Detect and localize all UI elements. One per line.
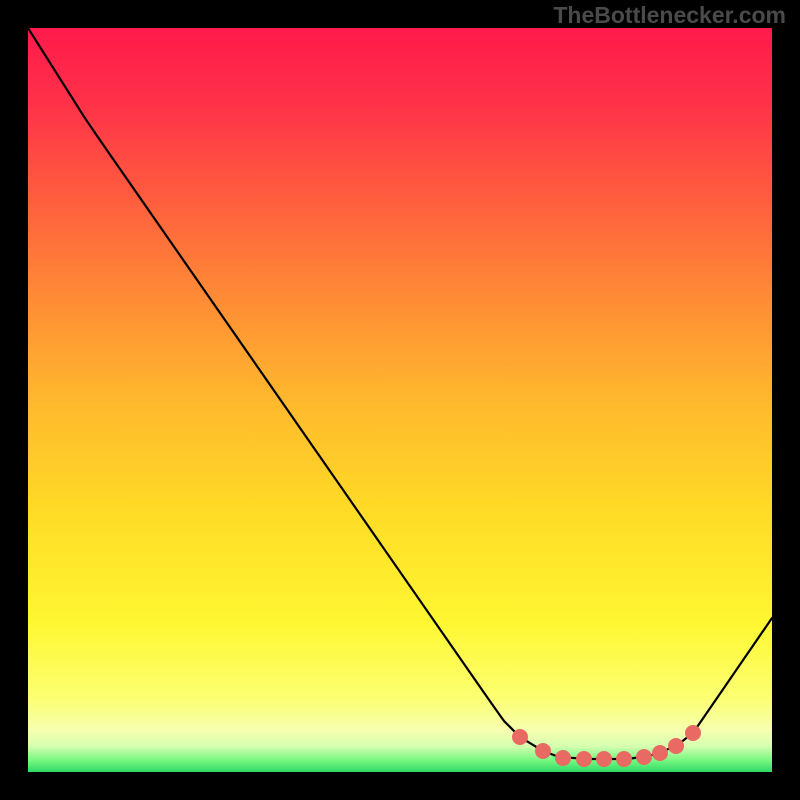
curve-marker [685,725,701,741]
curve-marker [535,743,551,759]
curve-marker [668,738,684,754]
curve-marker [512,729,528,745]
curve-marker [636,749,652,765]
curve-marker [555,750,571,766]
curve-marker [596,751,612,767]
bottleneck-curve [28,28,772,759]
chart-svg [28,28,772,772]
curve-marker [652,745,668,761]
curve-marker [616,751,632,767]
curve-marker [576,751,592,767]
attribution-text: TheBottlenecker.com [553,2,786,29]
plot-area [28,28,772,772]
